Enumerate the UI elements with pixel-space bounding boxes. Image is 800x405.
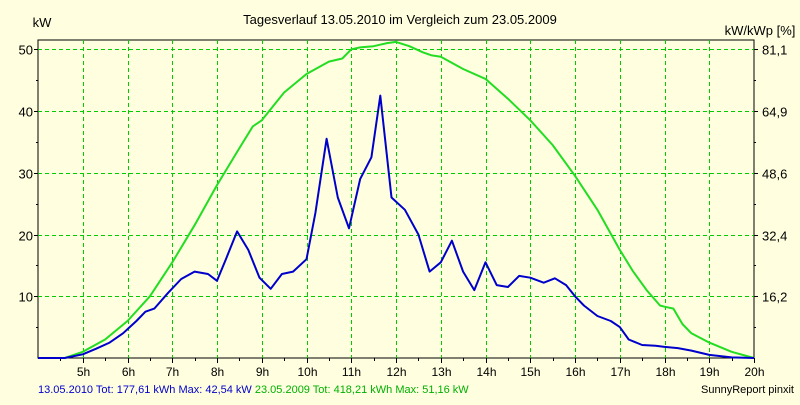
y-axis-label-left: kW <box>33 15 53 30</box>
y-tick-label-right: 32,4 <box>762 229 787 244</box>
x-tick-label: 15h <box>520 365 540 379</box>
x-tick-label: 10h <box>297 365 317 379</box>
x-tick-label: 20h <box>744 365 764 379</box>
legend-entry-2010: 13.05.2010 Tot: 177,61 kWh Max: 42,54 kW <box>38 384 252 396</box>
x-tick-label: 16h <box>565 365 585 379</box>
x-tick-label: 6h <box>122 365 135 379</box>
x-tick-label: 8h <box>211 365 224 379</box>
y-axis-label-right: kW/kWp [%] <box>725 23 796 38</box>
x-tick-label: 11h <box>342 365 361 379</box>
credit-text: SunnyReport pinxit <box>701 384 794 396</box>
plot-area <box>37 39 755 359</box>
x-tick-label: 14h <box>476 365 496 379</box>
y-tick-label-left: 20 <box>19 229 33 244</box>
y-tick-label-left: 30 <box>19 167 33 182</box>
x-tick-label: 13h <box>431 365 451 379</box>
x-tick-label: 12h <box>386 365 406 379</box>
chart-title: Tagesverlauf 13.05.2010 im Vergleich zum… <box>243 12 557 27</box>
x-tick-label: 7h <box>166 365 179 379</box>
y-tick-label-right: 81,1 <box>762 43 787 58</box>
series-line-23-05-2009 <box>38 40 755 359</box>
x-tick-label: 5h <box>77 365 90 379</box>
y-tick-label-left: 10 <box>19 290 33 305</box>
x-tick-label: 18h <box>655 365 675 379</box>
x-tick-label: 17h <box>610 365 630 379</box>
x-tick-label: 19h <box>699 365 719 379</box>
x-tick-label: 9h <box>256 365 269 379</box>
y-tick-label-left: 40 <box>19 105 33 120</box>
legend-entry-2009: 23.05.2009 Tot: 418,21 kWh Max: 51,16 kW <box>254 384 469 396</box>
series-line-13-05-2010 <box>38 94 755 359</box>
y-tick-label-left: 50 <box>19 43 33 58</box>
y-tick-label-right: 16,2 <box>762 290 787 305</box>
y-tick-label-right: 48,6 <box>762 167 787 182</box>
footer-legend: 13.05.2010 Tot: 177,61 kWh Max: 42,54 kW… <box>38 382 798 398</box>
y-tick-label-right: 64,9 <box>762 105 787 120</box>
